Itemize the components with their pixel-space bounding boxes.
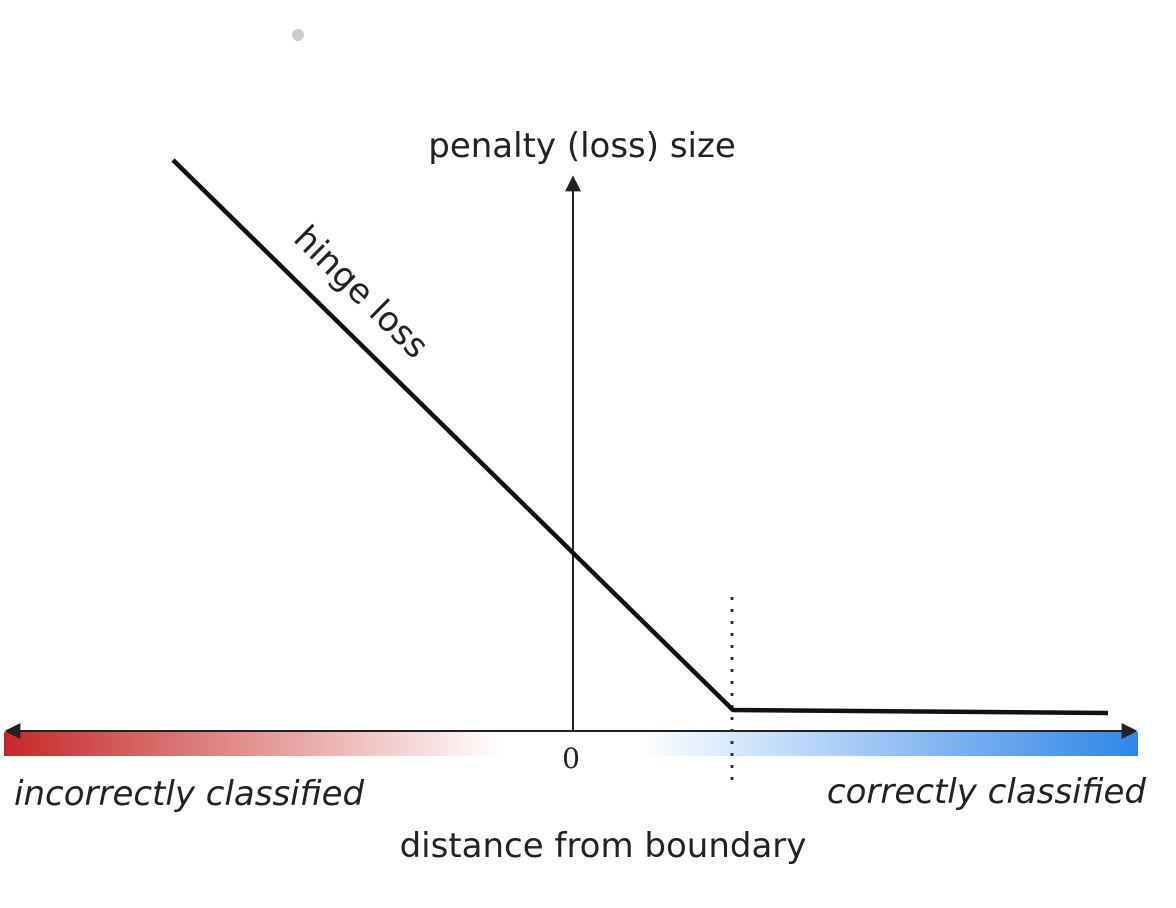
y-axis-label: penalty (loss) size — [428, 126, 736, 166]
decorative-dot — [292, 29, 304, 41]
correctly-classified-label: correctly classified — [827, 772, 1147, 812]
origin-tick-label: 0 — [562, 742, 580, 775]
x-axis-label: distance from boundary — [400, 826, 807, 866]
incorrectly-classified-label: incorrectly classified — [14, 774, 364, 814]
hinge-loss-curve — [171, 158, 1109, 716]
